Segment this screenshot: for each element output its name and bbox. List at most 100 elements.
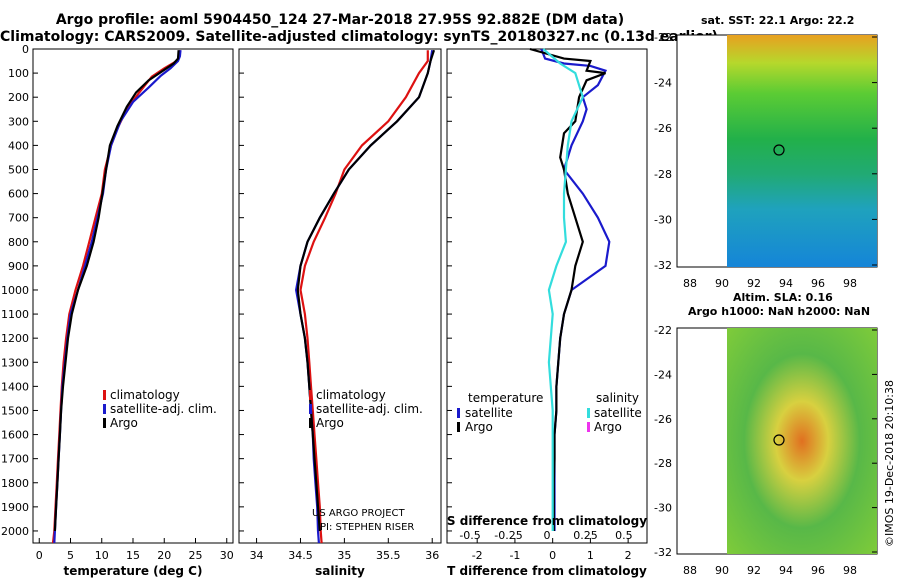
legend-heading-salinity: salinity [596, 391, 639, 405]
depth-tick-label: 1800 [1, 477, 29, 490]
depth-tick-label: 900 [8, 260, 29, 273]
legend-label: Argo [110, 416, 138, 430]
depth-tick-label: 1900 [1, 501, 29, 514]
x-tick-label: 5 [67, 549, 74, 562]
legend-label: Argo [465, 420, 493, 434]
legend-swatch [587, 422, 590, 432]
map-lat-label: -30 [654, 213, 672, 226]
top-tick-label: -0.5 [459, 529, 480, 542]
depth-tick-label: 1100 [1, 308, 29, 321]
series-line-climatology [51, 50, 181, 544]
x-axis-label: temperature (deg C) [64, 564, 203, 578]
depth-tick-label: 2000 [1, 525, 29, 538]
sst-map [676, 34, 878, 555]
legend-swatch [103, 404, 106, 414]
series-line-t-argo [529, 47, 606, 531]
sla-field [727, 328, 877, 554]
legend-swatch [309, 390, 312, 400]
map-lat-label: -30 [654, 502, 672, 515]
map-lat-label: -22 [654, 31, 672, 44]
legend-label: climatology [110, 388, 180, 402]
map-lon-label: 98 [843, 564, 857, 577]
sla-readout: Altim. SLA: 0.16 [733, 291, 833, 304]
x-tick-label: 34 [250, 549, 264, 562]
top-tick-label: 0.5 [615, 529, 633, 542]
depth-tick-label: 0 [22, 43, 29, 56]
top-tick-label: 0 [544, 529, 551, 542]
sla-argo-marker [773, 434, 785, 446]
legend-swatch [103, 418, 106, 428]
depth-axis: 0 100 200 300 400 500 600 700 800 900 1000 1100 1200… [1, 43, 452, 538]
credit-pi: PI: STEPHEN RISER [320, 522, 414, 533]
legend-swatch [457, 408, 460, 418]
temperature-panel-frame [32, 48, 234, 544]
map-lat-label: -24 [654, 368, 672, 381]
depth-tick-label: 1600 [1, 429, 29, 442]
top-tick-label: -0.25 [494, 529, 522, 542]
x-tick-label: 2 [625, 549, 632, 562]
chart-title-line2: Climatology: CARS2009. Satellite-adjuste… [0, 29, 718, 45]
map-lon-label: 90 [715, 277, 729, 290]
map-lat-label: -26 [654, 413, 672, 426]
x-tick-label: 15 [126, 549, 140, 562]
x-tick-label: 36 [425, 549, 439, 562]
depth-tick-label: 800 [8, 236, 29, 249]
map-axes: -22 -24 -26 -28 -30 -32 88 90 92 94 96 98 -22 -24 -26 -… [654, 31, 877, 577]
x-tick-label: 35.5 [376, 549, 401, 562]
depth-tick-label: 1500 [1, 404, 29, 417]
depth-tick-label: 500 [8, 163, 29, 176]
depth-tick-label: 200 [8, 91, 29, 104]
x-tick-label: 10 [95, 549, 109, 562]
sst-readout: sat. SST: 22.1 Argo: 22.2 [701, 14, 855, 27]
x-tick-label: 0 [36, 549, 43, 562]
legend-swatch [457, 422, 460, 432]
chart-title-line1: Argo profile: aoml 5904450_124 27-Mar-20… [55, 12, 625, 28]
map-lat-label: -32 [654, 546, 672, 559]
top-tick-label: 0.25 [573, 529, 598, 542]
x-tick-label: 35 [337, 549, 351, 562]
x-tick-label: -2 [472, 549, 483, 562]
depth-tick-label: 100 [8, 67, 29, 80]
legend-label: Argo [594, 420, 622, 434]
legend-label: satellite [594, 406, 642, 420]
series-line-climatology [299, 50, 429, 544]
x-tick-label: 0 [549, 549, 556, 562]
depth-tick-label: 1200 [1, 332, 29, 345]
depth-tick-label: 600 [8, 188, 29, 201]
depth-tick-label: 1300 [1, 356, 29, 369]
x-tick-label: 20 [157, 549, 171, 562]
sst-field [727, 35, 877, 267]
map-lat-label: -22 [654, 324, 672, 337]
legend-label: satellite [465, 406, 513, 420]
x-tick-label: 1 [587, 549, 594, 562]
x-tick-label: 25 [189, 549, 203, 562]
salinity-panel-frame [238, 48, 442, 544]
credit-project: US ARGO PROJECT [312, 508, 406, 519]
legend-label: climatology [316, 388, 386, 402]
map-lon-label: 88 [683, 564, 697, 577]
x-axis-label: salinity [315, 564, 365, 578]
legend-heading-temperature: temperature [468, 391, 543, 405]
series-line-argo [53, 50, 180, 532]
map-lon-label: 98 [843, 277, 857, 290]
depth-tick-label: 1700 [1, 453, 29, 466]
map-lon-label: 94 [779, 564, 793, 577]
depth-tick-label: 700 [8, 212, 29, 225]
legend-swatch [587, 408, 590, 418]
sst-argo-marker [773, 144, 785, 156]
map-lat-label: -26 [654, 122, 672, 135]
map-lon-label: 92 [747, 564, 761, 577]
map-lon-label: 96 [811, 277, 825, 290]
map-lon-label: 94 [779, 277, 793, 290]
depth-tick-label: 1400 [1, 380, 29, 393]
map-lat-label: -28 [654, 168, 672, 181]
map-lon-label: 90 [715, 564, 729, 577]
depth-tick-label: 400 [8, 139, 29, 152]
argo-height-readout: Argo h1000: NaN h2000: NaN [688, 305, 871, 318]
x-tick-label: -1 [509, 549, 520, 562]
depth-tick-label: 1000 [1, 284, 29, 297]
map-lat-label: -28 [654, 457, 672, 470]
legend-label: satellite-adj. clim. [110, 402, 217, 416]
